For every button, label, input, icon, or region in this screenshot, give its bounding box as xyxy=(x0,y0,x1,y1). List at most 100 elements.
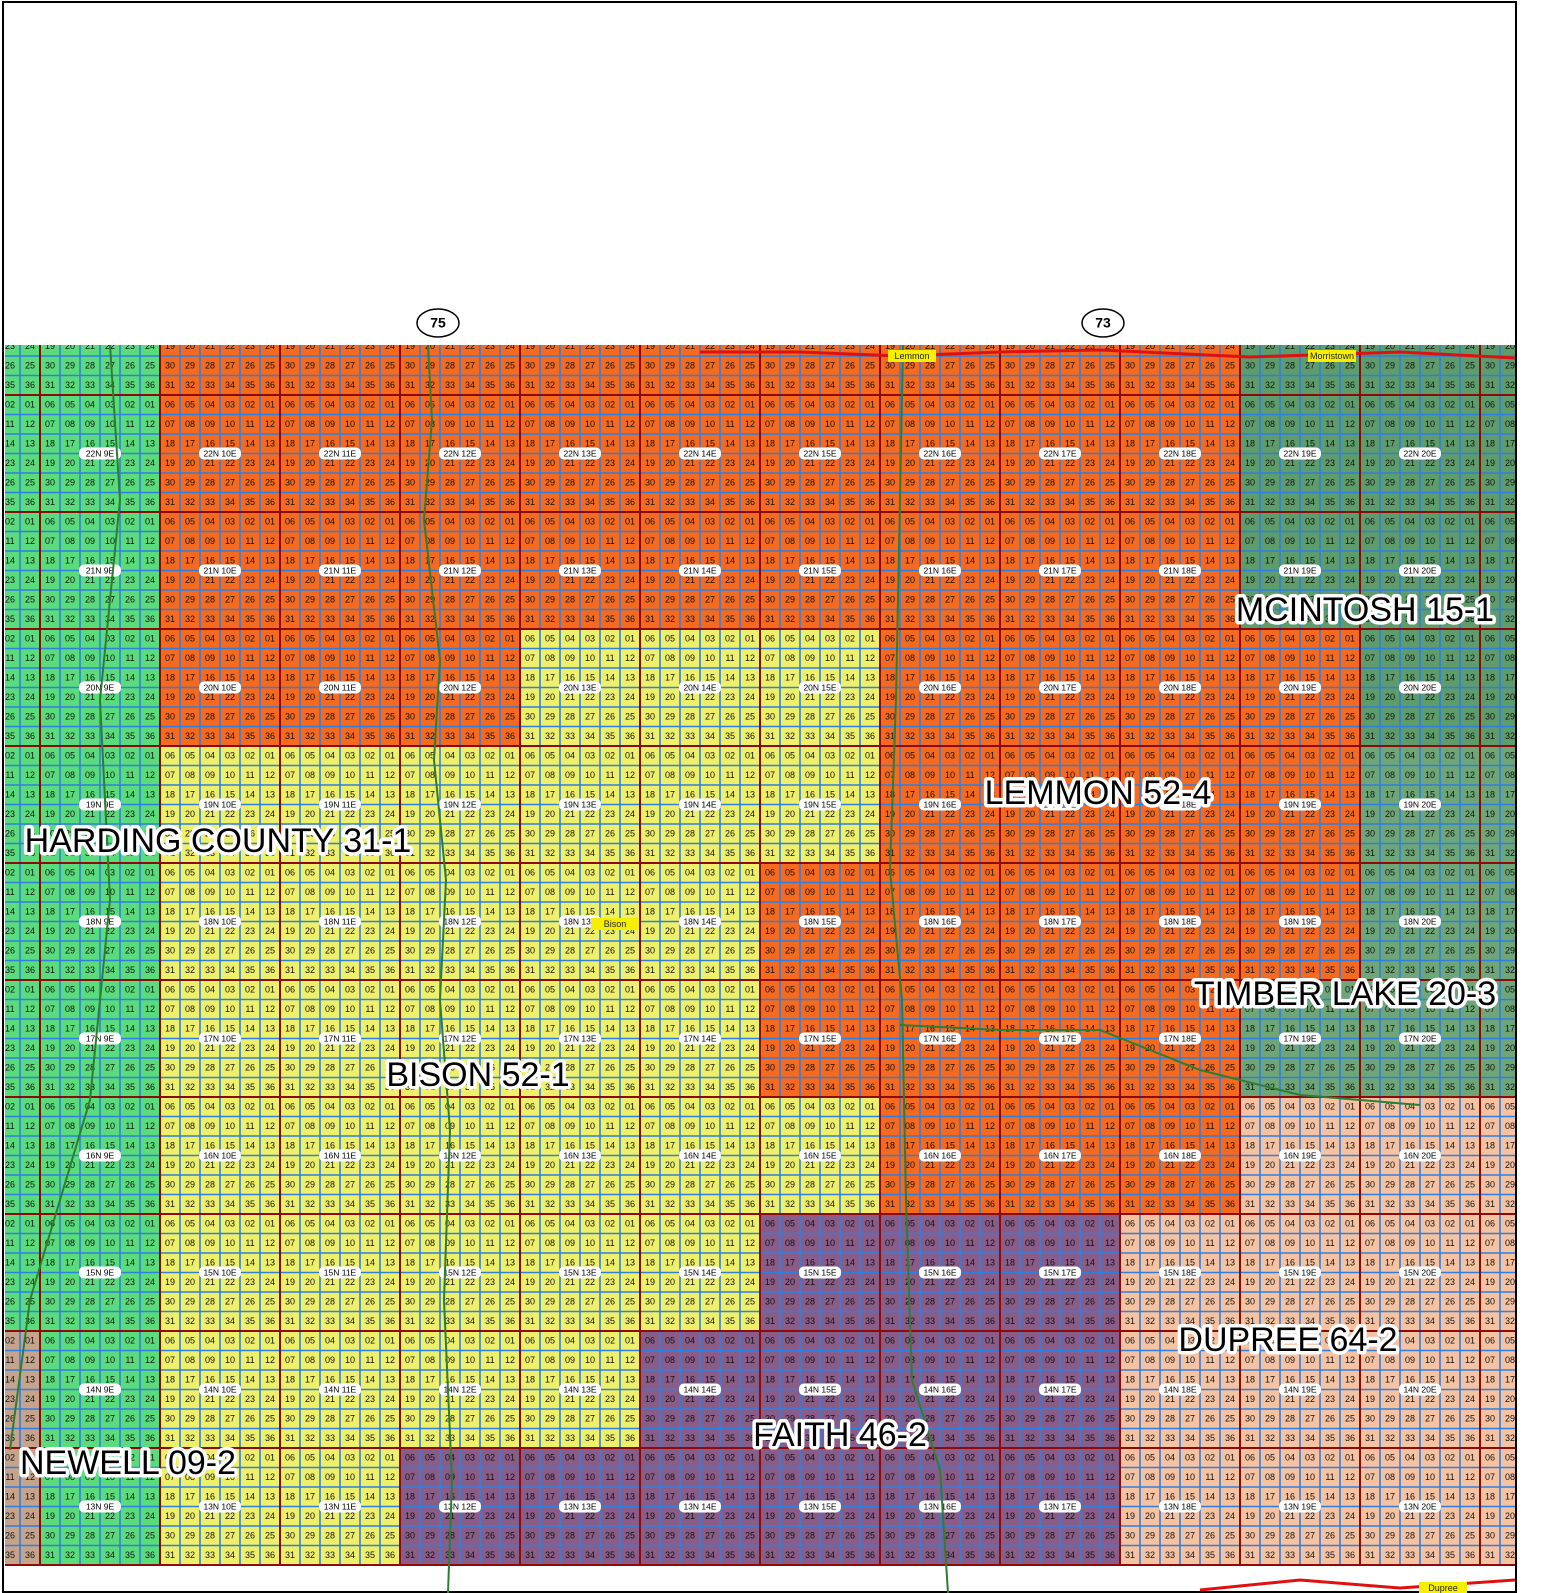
section-number: 04 xyxy=(445,751,455,761)
section-number: 08 xyxy=(185,770,195,780)
section-number: 13 xyxy=(505,907,515,917)
section-number: 28 xyxy=(85,712,95,722)
section-number: 27 xyxy=(1545,829,1551,839)
township-label: 22N 15E xyxy=(803,448,836,458)
section-number: 25 xyxy=(1105,946,1115,956)
section-number: 26 xyxy=(1085,478,1095,488)
section-number: 30 xyxy=(1125,478,1135,488)
section-number: 09 xyxy=(1165,419,1175,429)
section-number: 03 xyxy=(465,985,475,995)
section-number: 19 xyxy=(1365,458,1375,468)
section-number: 04 xyxy=(925,868,935,878)
section-number: 07 xyxy=(1365,887,1375,897)
section-number: 30 xyxy=(1365,478,1375,488)
section-number: 13 xyxy=(505,1258,515,1268)
section-number: 29 xyxy=(1025,1297,1035,1307)
section-number: 18 xyxy=(645,673,655,683)
section-number: 32 xyxy=(65,1316,75,1326)
section-number: 25 xyxy=(1465,1180,1475,1190)
section-number: 23 xyxy=(1205,926,1215,936)
section-number: 28 xyxy=(85,595,95,605)
section-number: 09 xyxy=(85,419,95,429)
section-number: 17 xyxy=(185,1141,195,1151)
section-number: 07 xyxy=(885,419,895,429)
section-number: 12 xyxy=(505,1004,515,1014)
section-number: 04 xyxy=(205,985,215,995)
section-number: 04 xyxy=(685,868,695,878)
section-number: 27 xyxy=(105,478,115,488)
section-number: 30 xyxy=(1485,946,1495,956)
section-number: 04 xyxy=(1525,634,1535,644)
section-number: 23 xyxy=(1445,926,1455,936)
section-number: 03 xyxy=(1545,751,1551,761)
section-number: 31 xyxy=(885,1082,895,1092)
section-number: 21 xyxy=(1165,926,1175,936)
section-number: 36 xyxy=(385,380,395,390)
section-number: 15 xyxy=(585,1258,595,1268)
section-number: 03 xyxy=(1305,1102,1315,1112)
section-number: 12 xyxy=(385,419,395,429)
section-number: 20 xyxy=(1265,1043,1275,1053)
section-number: 09 xyxy=(1405,653,1415,663)
section-number: 28 xyxy=(445,595,455,605)
section-number: 25 xyxy=(985,361,995,371)
section-number: 14 xyxy=(125,673,135,683)
section-number: 15 xyxy=(1545,439,1551,449)
section-number: 29 xyxy=(1025,361,1035,371)
section-number: 09 xyxy=(1165,1238,1175,1248)
section-number: 36 xyxy=(1105,380,1115,390)
section-number: 17 xyxy=(1385,439,1395,449)
section-number: 28 xyxy=(445,946,455,956)
section-number: 28 xyxy=(685,712,695,722)
section-number: 30 xyxy=(645,829,655,839)
section-number: 31 xyxy=(1485,1082,1495,1092)
section-number: 34 xyxy=(345,965,355,975)
section-number: 11 xyxy=(5,1121,14,1131)
section-number: 20 xyxy=(1385,1160,1395,1170)
section-number: 30 xyxy=(1365,829,1375,839)
township-label: 17N 9E xyxy=(86,1033,115,1043)
section-number: 05 xyxy=(65,751,75,761)
section-number: 34 xyxy=(345,380,355,390)
section-number: 30 xyxy=(1125,1297,1135,1307)
section-number: 19 xyxy=(45,575,55,585)
section-number: 21 xyxy=(1285,692,1295,702)
township-label: 17N 16E xyxy=(923,1033,956,1043)
section-number: 14 xyxy=(245,907,255,917)
section-number: 01 xyxy=(25,751,35,761)
section-number: 13 xyxy=(1225,1258,1235,1268)
section-number: 16 xyxy=(445,556,455,566)
section-number: 22 xyxy=(825,575,835,585)
section-number: 32 xyxy=(665,731,675,741)
section-number: 12 xyxy=(265,653,275,663)
section-number: 12 xyxy=(1465,419,1475,429)
section-number: 25 xyxy=(745,1297,755,1307)
section-number: 32 xyxy=(1505,614,1515,624)
section-number: 03 xyxy=(585,985,595,995)
section-number: 25 xyxy=(745,946,755,956)
section-number: 20 xyxy=(785,692,795,702)
section-number: 14 xyxy=(845,673,855,683)
section-number: 36 xyxy=(385,1316,395,1326)
section-number: 30 xyxy=(165,361,175,371)
section-number: 31 xyxy=(1485,1199,1495,1209)
section-number: 07 xyxy=(165,770,175,780)
section-number: 03 xyxy=(705,868,715,878)
section-number: 25 xyxy=(985,478,995,488)
section-number: 05 xyxy=(665,1219,675,1229)
section-number: 28 xyxy=(685,1297,695,1307)
section-number: 20 xyxy=(785,1160,795,1170)
section-number: 29 xyxy=(1145,1180,1155,1190)
township-label: 18N 15E xyxy=(803,916,836,926)
section-number: 01 xyxy=(625,400,635,410)
section-number: 17 xyxy=(1145,907,1155,917)
section-number: 10 xyxy=(825,770,835,780)
section-number: 02 xyxy=(125,517,135,527)
section-number: 25 xyxy=(625,1180,635,1190)
township-label: 22N 11E xyxy=(324,448,357,458)
section-number: 15 xyxy=(1545,1024,1551,1034)
section-number: 04 xyxy=(1525,517,1535,527)
section-number: 10 xyxy=(585,1121,595,1131)
section-number: 04 xyxy=(325,1102,335,1112)
section-number: 31 xyxy=(1125,1082,1135,1092)
